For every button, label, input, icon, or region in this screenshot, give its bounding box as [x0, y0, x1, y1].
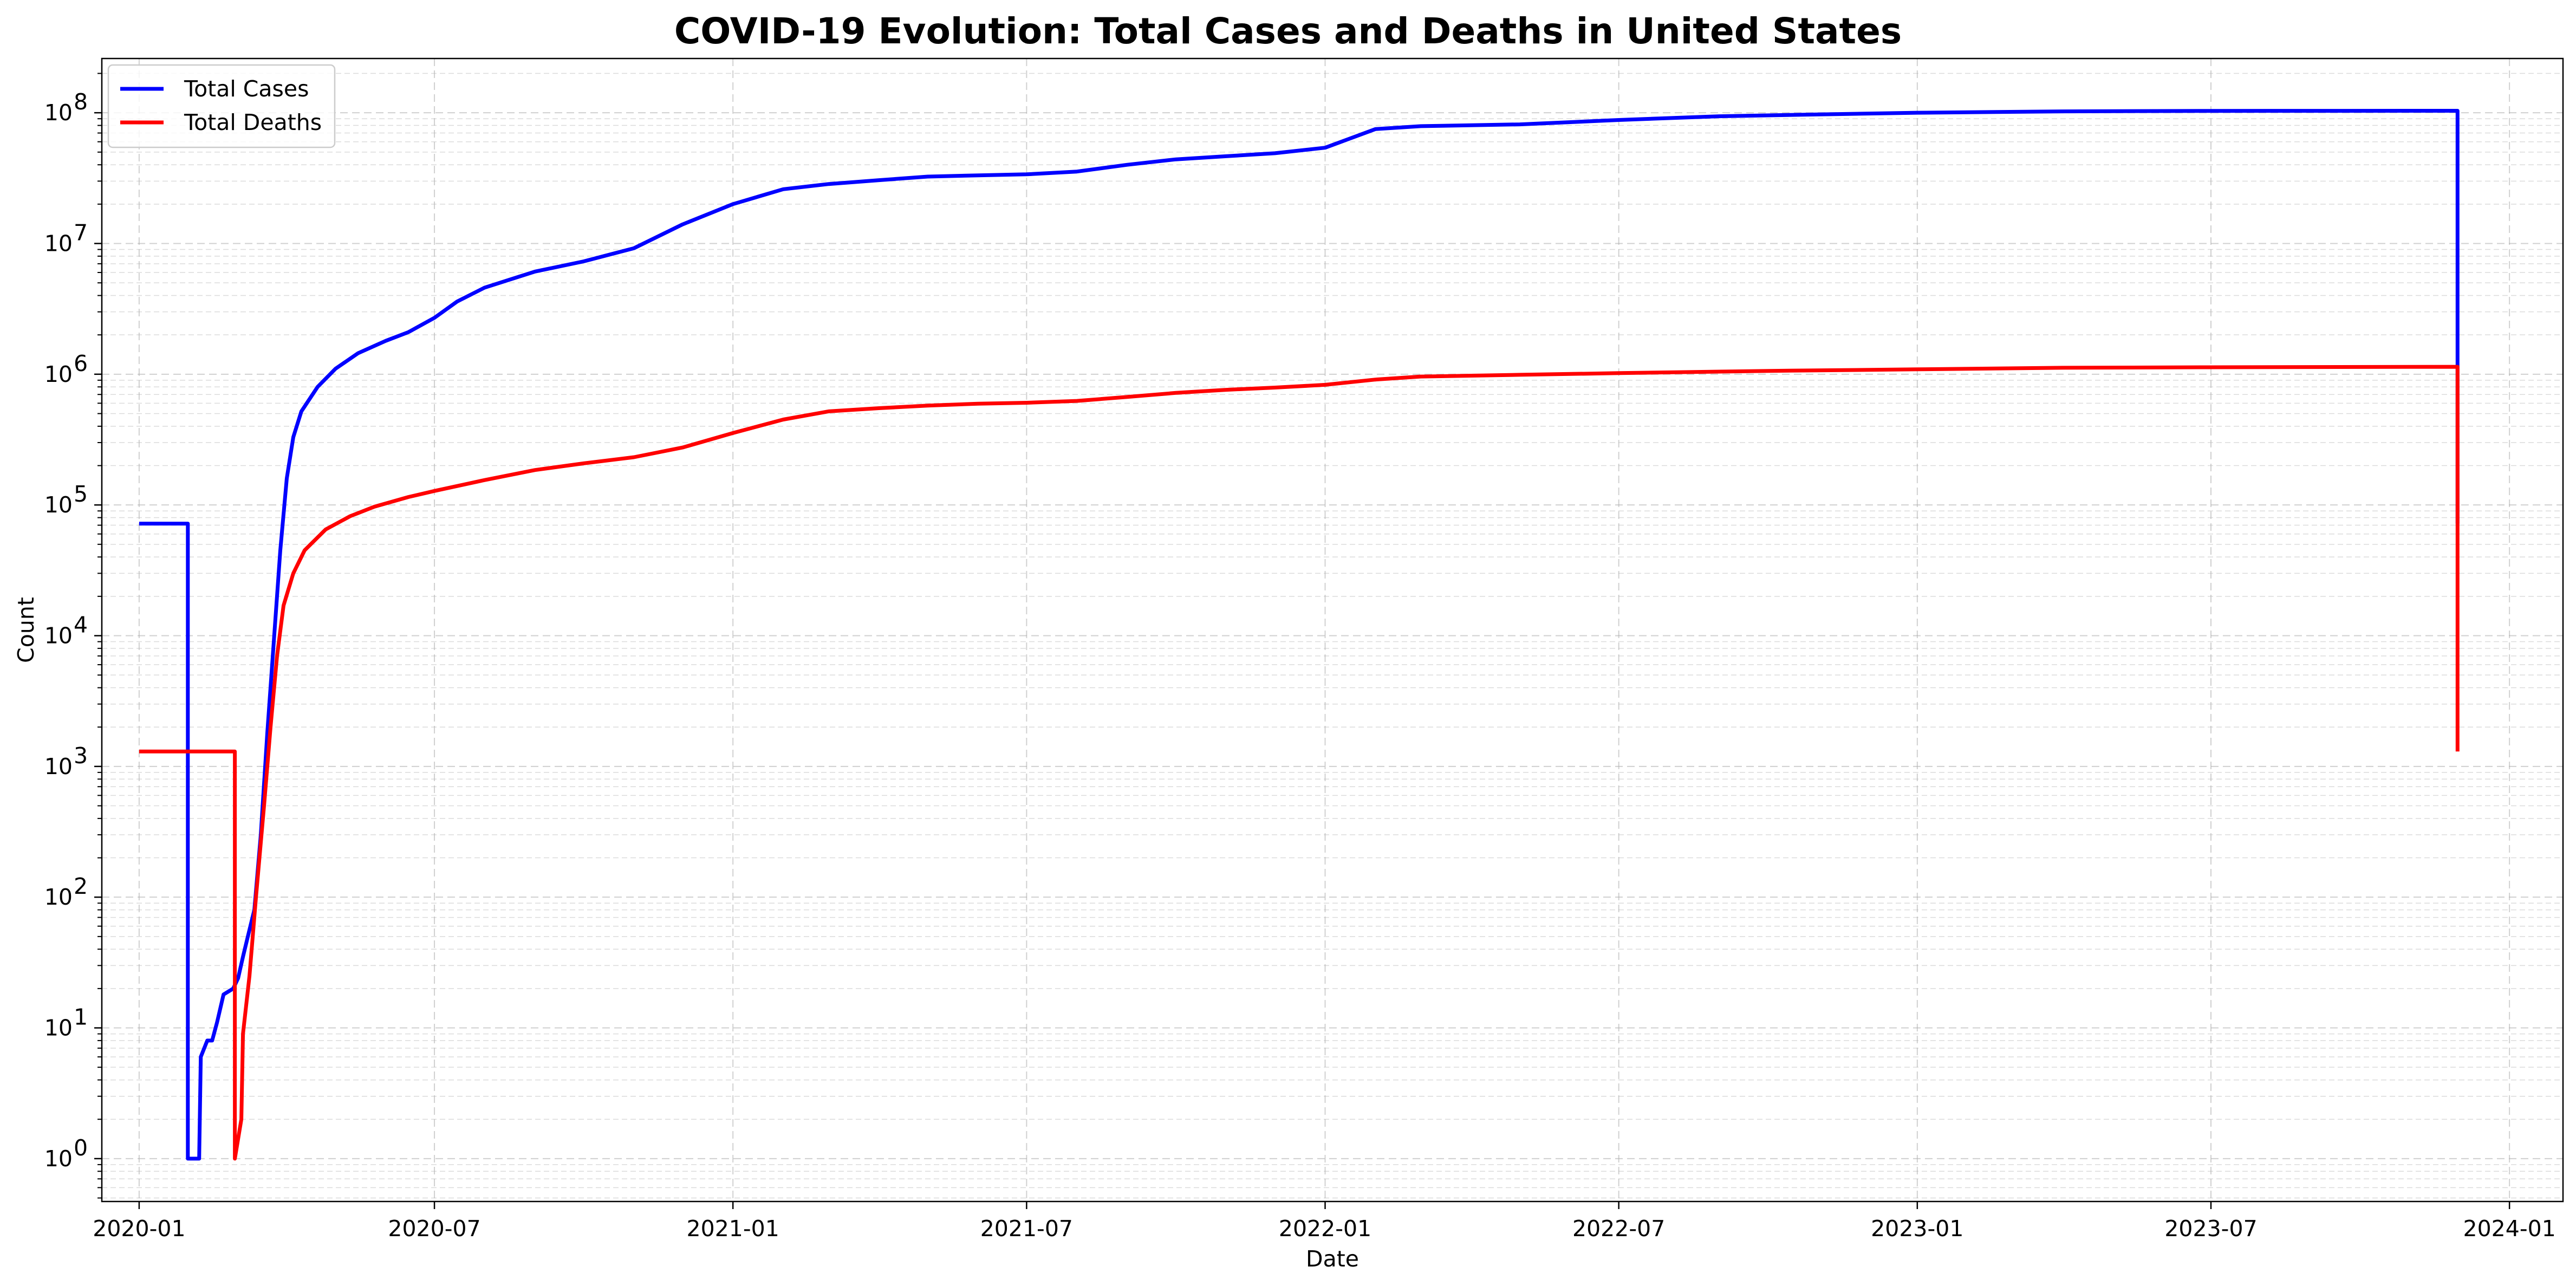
- legend: Total Cases Total Deaths: [107, 64, 336, 148]
- legend-label-total-cases: Total Cases: [184, 76, 309, 102]
- series-line-total-deaths: [139, 365, 2460, 1161]
- x-tick-label: 2021-01: [687, 1216, 779, 1242]
- series-layer: [139, 109, 2460, 1161]
- x-tick-label: 2023-07: [2164, 1216, 2257, 1242]
- grid-layer: [102, 59, 2563, 1201]
- y-tick-label-base: 10: [44, 754, 73, 780]
- y-tick-label: 10: [44, 754, 73, 780]
- y-tick-label-base: 10: [44, 884, 73, 910]
- x-tick-label: 2020-07: [388, 1216, 480, 1242]
- y-tick-label-base: 10: [44, 100, 73, 126]
- legend-label-total-deaths: Total Deaths: [184, 109, 322, 135]
- y-tick-label: 10: [44, 884, 73, 910]
- y-tick-label-exponent: 2: [74, 873, 88, 899]
- y-tick-label-base: 10: [44, 623, 73, 649]
- x-tick-label: 2020-01: [93, 1216, 185, 1242]
- y-tick-label-base: 10: [44, 1146, 73, 1172]
- chart-title: COVID-19 Evolution: Total Cases and Deat…: [674, 10, 1902, 52]
- plot-area: [101, 57, 2564, 1203]
- y-tick-label-base: 10: [44, 1015, 73, 1041]
- x-tick-label: 2023-01: [1871, 1216, 1963, 1242]
- y-tick-label-exponent: 0: [74, 1135, 88, 1161]
- y-tick-label: 10: [44, 1015, 73, 1041]
- x-tick-label: 2021-07: [980, 1216, 1073, 1242]
- x-tick-label: 2022-07: [1572, 1216, 1665, 1242]
- y-axis-label: Count: [13, 597, 39, 663]
- y-tick-label-exponent: 7: [74, 219, 88, 245]
- y-tick-label-exponent: 1: [74, 1004, 88, 1030]
- y-tick-label-exponent: 3: [74, 743, 88, 769]
- y-tick-label-exponent: 5: [74, 481, 88, 507]
- legend-box: [107, 64, 336, 148]
- y-tick-label: 10: [44, 623, 73, 649]
- y-tick-label: 10: [44, 1146, 73, 1172]
- y-tick-label-exponent: 6: [74, 350, 88, 376]
- y-tick-label: 10: [44, 492, 73, 518]
- y-tick-label-exponent: 8: [74, 89, 88, 115]
- x-tick-label: 2022-01: [1279, 1216, 1371, 1242]
- x-tick-label: 2024-01: [2463, 1216, 2555, 1242]
- y-tick-label: 10: [44, 100, 73, 126]
- x-axis-label: Date: [1306, 1246, 1359, 1272]
- y-tick-label: 10: [44, 361, 73, 387]
- y-tick-label-exponent: 4: [74, 612, 88, 638]
- y-tick-label: 10: [44, 230, 73, 256]
- y-tick-label-base: 10: [44, 492, 73, 518]
- y-tick-label-base: 10: [44, 230, 73, 256]
- y-tick-label-base: 10: [44, 361, 73, 387]
